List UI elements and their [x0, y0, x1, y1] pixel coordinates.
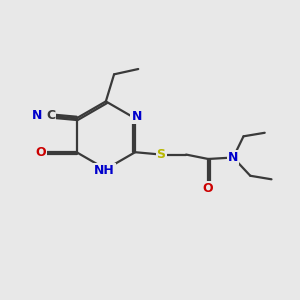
Text: O: O: [203, 182, 214, 195]
Text: N: N: [32, 109, 43, 122]
Text: S: S: [157, 148, 166, 161]
Text: NH: NH: [94, 164, 115, 177]
Text: N: N: [228, 151, 238, 164]
Text: O: O: [36, 146, 46, 159]
Text: N: N: [131, 110, 142, 123]
Text: C: C: [46, 110, 55, 122]
